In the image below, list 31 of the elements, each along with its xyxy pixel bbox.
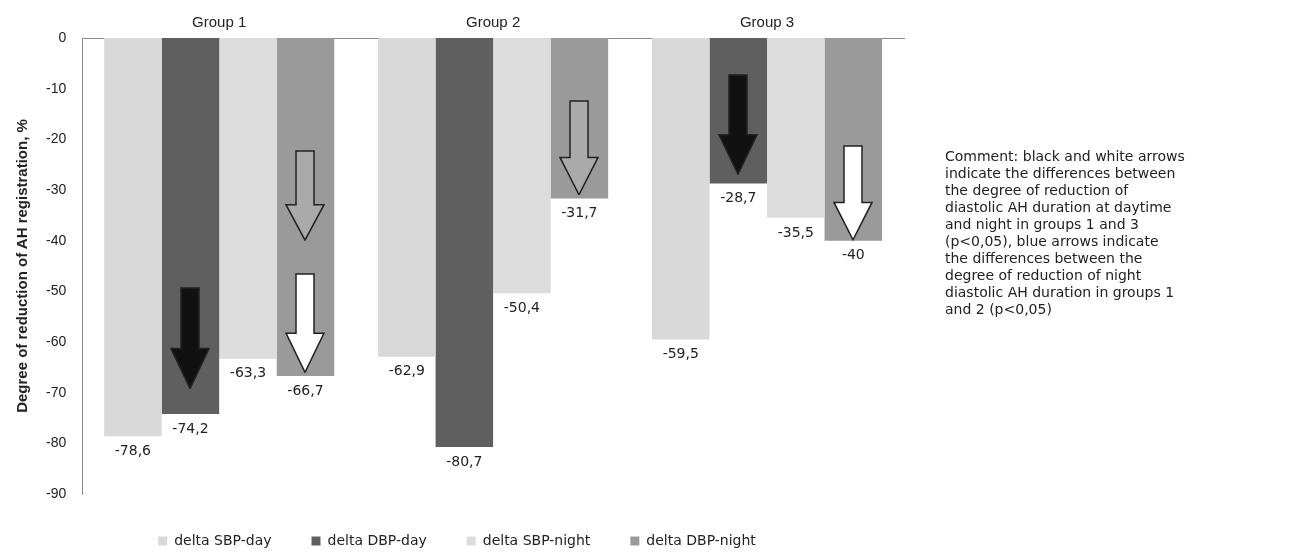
y-tick-label: -90: [46, 484, 67, 501]
data-label: -63,3: [229, 364, 267, 381]
y-axis-title: Degree of reduction of AH registration, %: [13, 119, 31, 413]
y-tick-label: -30: [46, 180, 67, 197]
data-label: -78,6: [114, 441, 152, 458]
data-label: -40: [841, 246, 865, 263]
y-tick-label: 0: [58, 28, 67, 45]
data-label: -28,7: [720, 189, 757, 206]
y-tick-label: -40: [46, 231, 67, 248]
legend-label: delta SBP-day: [174, 531, 272, 548]
y-tick-label: -60: [46, 332, 67, 349]
legend-label: delta DBP-night: [646, 531, 757, 548]
data-label: -50,4: [503, 299, 541, 315]
y-tick-label: -80: [46, 434, 67, 451]
data-label: -80,7: [446, 452, 483, 469]
data-label: -66,7: [287, 381, 324, 398]
x-tick-label: Group 2: [466, 13, 521, 31]
data-label: -74,2: [172, 419, 209, 436]
x-tick-label: Group 1: [192, 13, 247, 31]
y-tick-label: -10: [46, 79, 67, 96]
y-tick-label: -50: [46, 282, 67, 299]
text: Comment: black and white arrows indicate the differences between the degree of reduction of diastolic AH duration at daytime and night in groups 1 and 3 (p<0,05), blue arrows indicate the differences between the degree of reduction of night diastolic AH duration in groups 1 and 2 (p<0,05): [945, 148, 1185, 317]
data-label: -35,5: [777, 223, 814, 240]
x-tick-label: Group 3: [739, 13, 795, 31]
y-tick-label: -20: [46, 130, 67, 147]
y-tick-label: -70: [46, 383, 67, 400]
legend-label: delta DBP-day: [327, 531, 427, 548]
data-label: -62,9: [388, 362, 425, 379]
data-label: -59,5: [662, 345, 699, 362]
data-label: -31,7: [561, 204, 598, 221]
legend-label: delta SBP-night: [482, 531, 591, 548]
